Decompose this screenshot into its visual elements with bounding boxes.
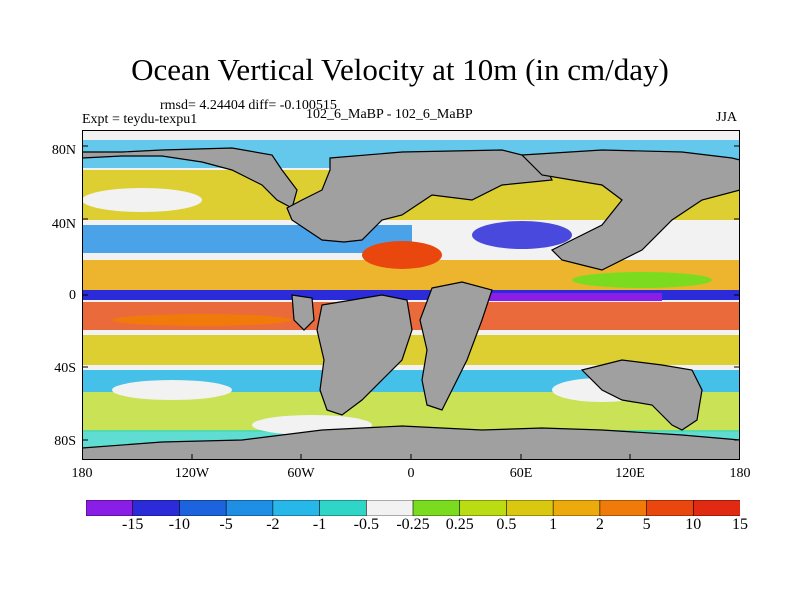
colorbar-label: -5 (219, 516, 233, 533)
field-blob-3 (572, 272, 712, 288)
lon-label-180w: 180 (71, 466, 93, 481)
stats-text: rmsd= 4.24404 diff= -0.100515 (160, 98, 337, 113)
colorbar-swatch-9 (506, 500, 554, 516)
lat-label-0: 0 (69, 288, 76, 303)
lon-label-180e: 180 (729, 466, 751, 481)
colorbar-label: -0.25 (396, 516, 430, 533)
land-antarctica (82, 425, 740, 460)
lon-label-60w: 60W (287, 466, 315, 481)
field-blob-1 (82, 188, 202, 212)
lat-label-40s: 40S (54, 361, 76, 376)
colorbar-swatch-11 (599, 500, 648, 516)
colorbar-label: 1 (549, 516, 558, 533)
lon-label-60e: 60E (509, 466, 533, 481)
land-arctic-west (82, 147, 298, 209)
field-blob-6 (362, 241, 442, 269)
field-band-south (82, 335, 740, 365)
colorbar-swatch-1 (132, 500, 181, 516)
lat-label-80s: 80S (54, 434, 76, 449)
colorbar-swatch-7 (412, 500, 461, 516)
colorbar-swatch-10 (552, 500, 601, 516)
vertical-velocity-map (82, 130, 740, 460)
colorbar-swatch-5 (319, 500, 368, 516)
field-band-equator-blue (82, 290, 740, 300)
colorbar (86, 500, 740, 516)
colorbar-label: -15 (122, 516, 144, 533)
lat-label-80n: 80N (51, 143, 76, 158)
colorbar-swatch-6 (365, 500, 414, 516)
colorbar-label: 15 (732, 516, 748, 533)
colorbar-swatch-0 (86, 500, 134, 516)
land-masses (82, 147, 740, 460)
colorbar-label: -0.5 (353, 516, 379, 533)
lat-label-40n: 40N (51, 217, 76, 232)
colorbar-label: -10 (168, 516, 191, 533)
colorbar-swatch-3 (225, 500, 274, 516)
land-north-continent-east (520, 149, 740, 271)
colorbar-swatch-13 (692, 500, 740, 516)
field-blob-7 (472, 221, 572, 249)
field-blob-4 (112, 314, 292, 326)
lon-label-0: 0 (407, 466, 415, 481)
colorbar-label: 5 (642, 516, 651, 533)
land-south-continent-center (419, 281, 493, 411)
season-label: JJA (716, 110, 738, 125)
colorbar-label: 2 (595, 516, 604, 533)
land-south-continent-west (316, 294, 413, 416)
colorbar-label: -1 (312, 516, 327, 533)
runs-label: 102_6_MaBP - 102_6_MaBP (306, 107, 473, 122)
colorbar-label: 0.5 (496, 516, 517, 533)
land-south-continent-east (580, 359, 703, 431)
field-band-equator-purple (462, 293, 662, 301)
map-ticks (82, 145, 740, 460)
colorbar-label: -2 (266, 516, 280, 533)
land-small-island (291, 294, 315, 331)
colorbar-swatch-12 (646, 500, 695, 516)
plot-title: Ocean Vertical Velocity at 10m (in cm/da… (131, 52, 669, 87)
colorbar-swatch-8 (459, 500, 508, 516)
field-blob-2 (112, 380, 232, 400)
colorbar-swatch-2 (179, 500, 227, 516)
colorbar-label: 0.25 (445, 516, 474, 533)
lon-label-120e: 120E (615, 466, 645, 481)
colorbar-label: 10 (685, 516, 702, 533)
experiment-label: Expt = teydu-texpu1 (82, 112, 198, 127)
lon-label-120w: 120W (174, 466, 210, 481)
colorbar-swatch-4 (272, 500, 321, 516)
